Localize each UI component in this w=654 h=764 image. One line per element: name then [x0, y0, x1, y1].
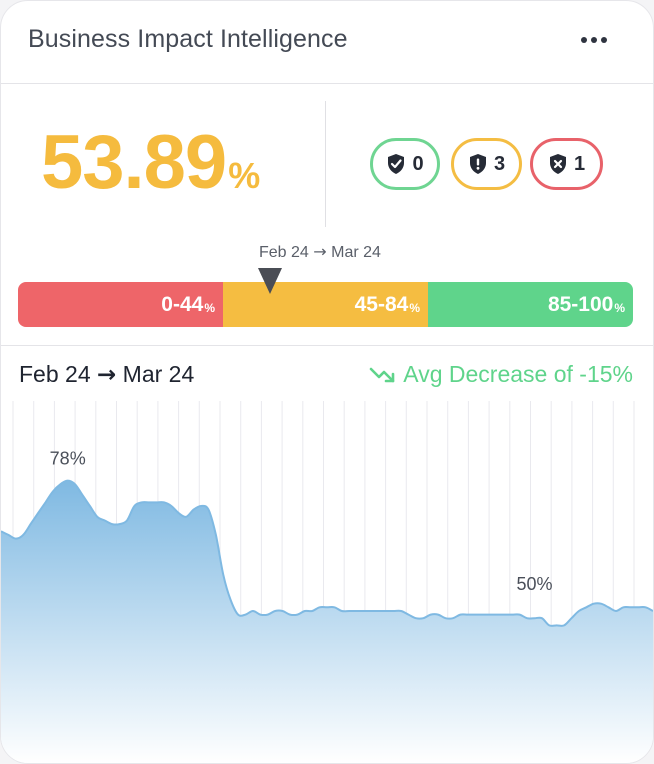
- badge-critical-count: 1: [573, 152, 586, 175]
- badge-warning[interactable]: 3: [451, 138, 522, 190]
- scale-low-label: 0-44: [161, 292, 204, 316]
- scale-mid-label: 45-84: [354, 292, 409, 316]
- chart-annotation-low: 50%: [516, 574, 552, 594]
- score-scale-bar: 0-44% 45-84% 85-100%: [18, 282, 633, 327]
- badge-safe[interactable]: 0: [370, 138, 440, 190]
- arrow-right-icon: →: [97, 362, 117, 388]
- scale-high-unit: %: [614, 300, 625, 315]
- scale-segment-high: 85-100%: [428, 282, 633, 327]
- badge-critical[interactable]: 1: [530, 138, 603, 190]
- score-value: 53.89%: [41, 119, 260, 206]
- badge-warning-count: 3: [493, 152, 506, 175]
- trend-indicator: Avg Decrease of -15%: [369, 361, 633, 388]
- range-marker-label: Feb 24 → Mar 24: [259, 242, 381, 262]
- range-marker-triangle: [258, 268, 282, 294]
- scale-segment-mid: 45-84%: [223, 282, 428, 327]
- chart-area: [1, 480, 653, 763]
- chart-line: [1, 479, 653, 627]
- badge-safe-count: 0: [412, 152, 424, 175]
- shield-check-icon: [388, 154, 405, 174]
- scale-high-label: 85-100: [547, 292, 614, 316]
- chart-annotation-peak: 78%: [50, 449, 86, 469]
- scale-mid-unit: %: [409, 300, 420, 315]
- period-label: Feb 24 → Mar 24: [19, 361, 194, 388]
- period-to: Mar 24: [122, 361, 195, 387]
- score-number: 53.89: [41, 120, 227, 205]
- card-header: Business Impact Intelligence: [1, 1, 653, 84]
- range-to: Mar 24: [331, 244, 381, 261]
- vertical-divider: [325, 101, 326, 227]
- section-divider: [1, 345, 653, 346]
- arrow-right-icon: →: [313, 242, 327, 261]
- trending-down-icon: [369, 367, 395, 382]
- more-horizontal-icon[interactable]: [581, 37, 609, 47]
- trend-label: Avg Decrease of -15%: [403, 361, 633, 387]
- scale-segment-low: 0-44%: [18, 282, 223, 327]
- period-from: Feb 24: [19, 361, 91, 387]
- shield-alert-icon: [469, 154, 486, 174]
- score-unit: %: [228, 155, 261, 196]
- trend-area-chart: 78% 50%: [1, 401, 653, 763]
- scale-low-unit: %: [204, 300, 215, 315]
- shield-x-icon: [549, 154, 566, 174]
- card-title: Business Impact Intelligence: [28, 25, 348, 53]
- range-from: Feb 24: [259, 244, 309, 261]
